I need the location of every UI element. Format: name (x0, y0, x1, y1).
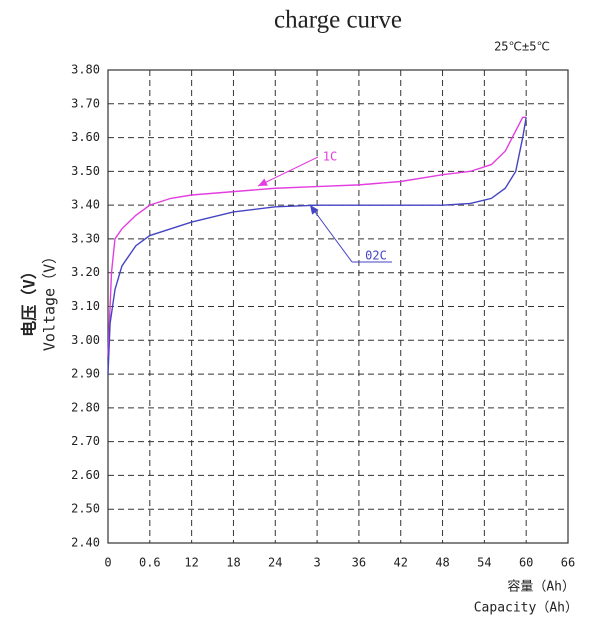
x-tick-label: 60 (519, 556, 533, 570)
plot-frame (107, 69, 569, 544)
x-tick-label: 48 (435, 556, 449, 570)
annotation-arrow (309, 204, 353, 263)
x-tick-label: 54 (477, 556, 491, 570)
y-tick-label: 2.80 (71, 400, 100, 414)
arrow-head (310, 205, 319, 215)
x-tick-label: 24 (268, 556, 282, 570)
y-tick-label: 3.80 (71, 63, 100, 77)
chart-title: charge curve (274, 7, 402, 34)
y-tick-label: 3.10 (71, 299, 100, 313)
x-tick-label: 0.6 (139, 556, 161, 570)
x-tick-label: 66 (561, 556, 575, 570)
y-tick-label: 3.20 (71, 265, 100, 279)
y-axis-label: 电压（V） (20, 263, 39, 337)
y-tick-label: 3.00 (71, 333, 100, 347)
data-line (107, 117, 527, 375)
x-axis-label: Capacity（Ah） (474, 601, 578, 616)
y-tick-label: 3.60 (71, 130, 100, 144)
y-tick-label: 2.40 (71, 536, 100, 550)
data-line (107, 116, 527, 358)
x-tick-label: 36 (352, 556, 366, 570)
y-tick-label: 2.60 (71, 468, 100, 482)
arrow-head (258, 178, 268, 186)
x-tick-label: 12 (184, 556, 198, 570)
x-axis-label: 容量（Ah） (507, 579, 575, 595)
x-tick-label: 3 (313, 556, 320, 570)
annotation-arrow (257, 156, 319, 187)
y-tick-label: 2.70 (71, 434, 100, 448)
y-tick-label: 2.50 (71, 502, 100, 516)
y-tick-label: 2.90 (71, 367, 100, 381)
x-tick-label: 0 (104, 556, 111, 570)
y-tick-label: 3.70 (71, 96, 100, 110)
series-label: 1C (323, 150, 337, 164)
x-tick-label: 42 (394, 556, 408, 570)
y-tick-label: 3.50 (71, 164, 100, 178)
series-label: 02C (365, 249, 387, 263)
subtitle: 25℃±5℃ (494, 40, 550, 54)
y-axis-label: Voltage（V） (41, 249, 59, 351)
y-tick-label: 3.30 (71, 231, 100, 245)
x-tick-label: 18 (226, 556, 240, 570)
y-tick-label: 3.40 (71, 198, 100, 212)
